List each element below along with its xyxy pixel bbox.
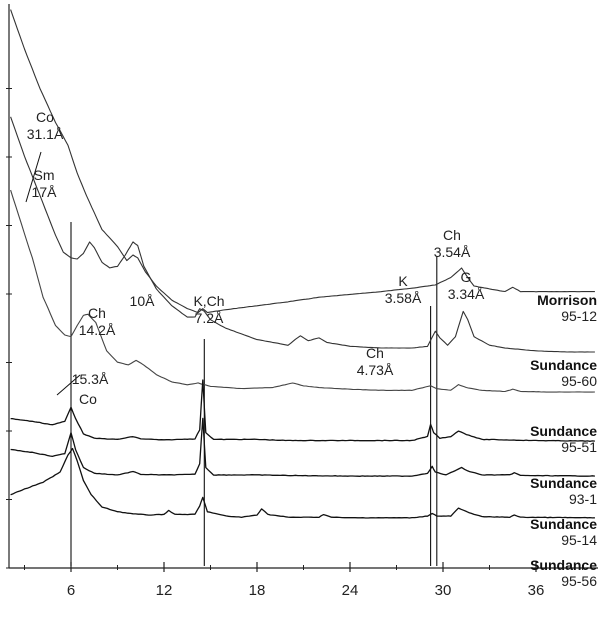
trace-95-12 — [10, 9, 595, 314]
sample-id-label: 95-60 — [561, 373, 597, 389]
sample-name-label: Sundance — [530, 357, 597, 373]
peak-annotation-line: Ch — [366, 345, 384, 361]
trace-95-60 — [10, 116, 595, 353]
trace-95-56 — [10, 447, 595, 519]
peak-annotation: Co — [79, 391, 97, 407]
peak-annotation: 15.3Å — [72, 371, 109, 387]
axes — [6, 4, 598, 572]
peak-annotation-line: Co — [79, 391, 97, 407]
peak-annotation-line: 3.34Å — [448, 286, 485, 302]
peak-annotation-line: 15.3Å — [72, 371, 109, 387]
sample-name-label: Morrison — [537, 292, 597, 308]
sample-id-label: 95-56 — [561, 573, 597, 589]
sample-name-label: Sundance — [530, 557, 597, 573]
sample-id-label: 93-1 — [569, 491, 597, 507]
sample-id-label: 95-12 — [561, 308, 597, 324]
peak-annotation-line: 3.58Å — [385, 290, 422, 306]
x-tick-label: 18 — [249, 582, 266, 599]
sample-id-label: 95-14 — [561, 532, 597, 548]
peak-annotation-line: 31.1Å — [27, 126, 64, 142]
peak-annotation: K 3.58Å — [385, 273, 422, 306]
traces — [10, 9, 595, 519]
reference-lines — [70, 222, 438, 566]
peak-annotation-line: Ch — [88, 305, 106, 321]
x-tick-label: 24 — [342, 582, 359, 599]
trace-93-1 — [10, 379, 595, 442]
x-tick-label: 30 — [435, 582, 452, 599]
peak-annotation: K,Ch 7.2Å — [193, 293, 224, 326]
annotation-connector — [56, 374, 81, 396]
peak-annotation-line: 3.54Å — [434, 244, 471, 260]
peak-annotation: Ch 14.2Å — [79, 305, 116, 338]
trace-95-51 — [10, 189, 595, 393]
peak-annotation-line: 10Å — [130, 293, 156, 309]
peak-annotation-line: K,Ch — [193, 293, 224, 309]
peak-annotation: 10Å — [130, 293, 156, 309]
peak-annotation-line: 7.2Å — [195, 310, 224, 326]
peak-annotation-line: 14.2Å — [79, 322, 116, 338]
sample-labels: Morrison95-12Sundance95-60Sundance95-51S… — [530, 292, 597, 589]
sample-name-label: Sundance — [530, 516, 597, 532]
peak-annotation-line: Sm — [34, 167, 55, 183]
annotation-connectors — [25, 151, 81, 396]
peak-annotation-line: 4.73Å — [357, 362, 394, 378]
x-tick-labels: 6 12 18 24 30 36 — [67, 582, 545, 599]
sample-name-label: Sundance — [530, 423, 597, 439]
sample-name-label: Sundance — [530, 475, 597, 491]
peak-annotation-line: 17Å — [32, 184, 58, 200]
peak-annotation: Ch 3.54Å — [434, 227, 471, 260]
peak-annotation: G 3.34Å — [448, 269, 485, 302]
peak-annotation-line: G — [461, 269, 472, 285]
peak-annotation: Co 31.1Å — [27, 109, 64, 142]
annotation-connector — [25, 151, 42, 203]
peak-annotation: Ch 4.73Å — [357, 345, 394, 378]
trace-95-14 — [10, 417, 595, 477]
peak-annotation-line: K — [398, 273, 408, 289]
x-tick-label: 36 — [528, 582, 545, 599]
sample-id-label: 95-51 — [561, 439, 597, 455]
peak-annotation-line: Co — [36, 109, 54, 125]
x-tick-label: 6 — [67, 582, 75, 599]
x-tick-label: 12 — [156, 582, 173, 599]
peak-annotation: Sm 17Å — [32, 167, 58, 200]
peak-annotation-line: Ch — [443, 227, 461, 243]
